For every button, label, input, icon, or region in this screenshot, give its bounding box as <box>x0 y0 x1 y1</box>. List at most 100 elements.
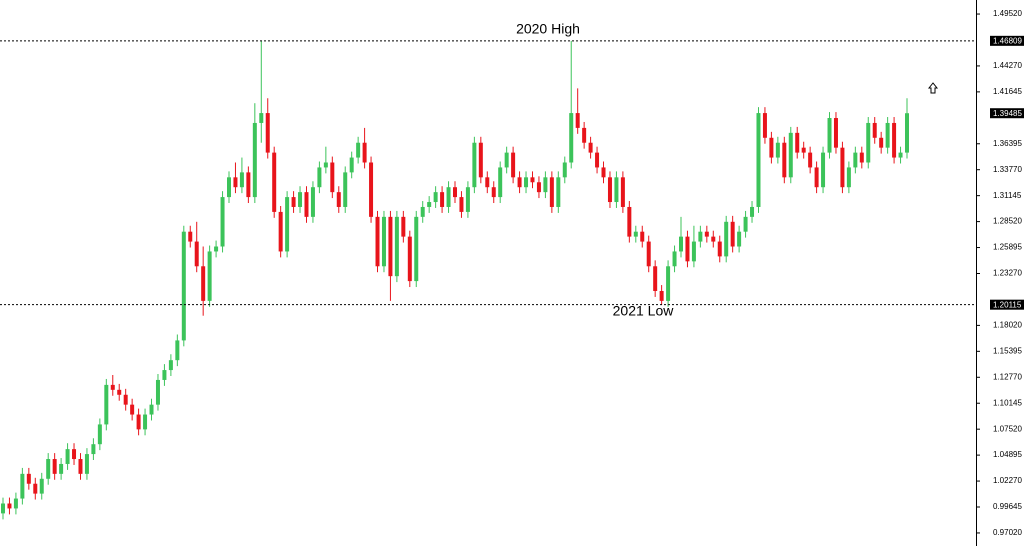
candle-body <box>808 152 813 168</box>
candle-body <box>446 187 451 207</box>
candle-body <box>220 197 225 247</box>
candle-body <box>504 152 509 168</box>
candle-body <box>194 241 199 267</box>
candle-body <box>291 197 296 207</box>
candle-body <box>39 478 44 494</box>
candle-body <box>511 152 516 178</box>
candle-body <box>265 113 270 153</box>
candle-body <box>375 216 380 267</box>
candle-body <box>588 142 593 153</box>
candle-body <box>833 118 838 148</box>
price-label: 1.39485 <box>993 109 1022 118</box>
candle-body <box>420 206 425 217</box>
candle-body <box>646 241 651 267</box>
candle-body <box>562 162 567 178</box>
candle-body <box>582 127 587 143</box>
candle-body <box>272 152 277 212</box>
candle-body <box>33 483 38 494</box>
candle-body <box>872 122 877 138</box>
y-tick-label: 1.10145 <box>993 398 1022 407</box>
y-tick-label: 0.97020 <box>993 528 1022 537</box>
candle-body <box>7 503 12 509</box>
candle-body <box>356 142 361 158</box>
candle-body <box>104 384 109 425</box>
candle-body <box>640 231 645 242</box>
candle-body <box>336 192 341 207</box>
candle-body <box>149 404 154 415</box>
candle-body <box>853 152 858 168</box>
candle-body <box>143 414 148 430</box>
candle-body <box>136 414 141 430</box>
candle-body <box>536 182 541 193</box>
candle-body <box>259 113 264 123</box>
candle-body <box>84 454 89 474</box>
candle-body <box>394 216 399 277</box>
candle-body <box>414 216 419 282</box>
candle-body <box>498 167 503 198</box>
candle-body <box>756 113 761 207</box>
candle-body <box>569 113 574 163</box>
price-label-box <box>990 108 1024 119</box>
candle-body <box>168 360 173 371</box>
candle-body <box>323 162 328 168</box>
y-tick-label: 1.44270 <box>993 61 1022 70</box>
candle-body <box>78 459 83 474</box>
candle-body <box>401 216 406 237</box>
price-label-box <box>990 299 1024 310</box>
candle-body <box>317 167 322 188</box>
candle-body <box>227 177 231 198</box>
candle-body <box>549 177 554 207</box>
candle-body <box>181 231 186 341</box>
candle-body <box>465 187 470 212</box>
candle-body <box>821 152 826 188</box>
candle-body <box>26 473 31 484</box>
price-label: 1.20115 <box>993 300 1022 309</box>
y-tick-label: 1.49520 <box>993 9 1022 18</box>
candle-body <box>517 177 522 188</box>
candle-body <box>20 473 25 499</box>
candle-body <box>762 113 767 138</box>
candle-body <box>601 167 606 178</box>
candle-body <box>737 231 742 247</box>
candle-body <box>814 167 819 188</box>
candle-body <box>369 162 374 217</box>
candle-body <box>730 221 735 247</box>
candle-body <box>879 137 884 148</box>
candle-body <box>472 142 477 188</box>
candle-body <box>214 246 219 252</box>
candle-body <box>524 177 529 188</box>
candle-body <box>110 384 115 390</box>
candle-body <box>898 152 903 158</box>
candle-body <box>349 157 354 173</box>
candle-body <box>453 187 457 198</box>
candle-body <box>607 177 612 203</box>
candle-body <box>65 449 70 464</box>
candle-body <box>162 370 167 380</box>
level-annotation: 2021 Low <box>613 303 675 319</box>
candle-body <box>246 172 251 198</box>
candle-body <box>233 177 238 188</box>
candle-body <box>788 132 793 178</box>
candle-body <box>666 266 671 301</box>
candle-body <box>117 389 122 395</box>
candle-body <box>704 231 709 237</box>
candle-body <box>491 187 496 198</box>
plot-area <box>1 40 909 520</box>
candle-body <box>595 152 600 168</box>
candle-body <box>155 379 160 405</box>
candle-body <box>478 142 483 178</box>
candle-body <box>175 340 180 361</box>
candle-body <box>614 177 619 203</box>
y-tick-label: 1.25895 <box>993 243 1022 252</box>
candle-body <box>530 177 535 183</box>
candle-body <box>485 177 490 188</box>
candle-body <box>388 216 393 277</box>
candle-body <box>556 177 561 207</box>
candle-body <box>188 231 193 242</box>
candle-body <box>846 167 851 188</box>
candle-body <box>362 142 367 163</box>
candle-body <box>724 221 729 257</box>
candle-body <box>433 192 438 203</box>
candle-body <box>672 251 677 267</box>
candle-body <box>543 177 548 193</box>
